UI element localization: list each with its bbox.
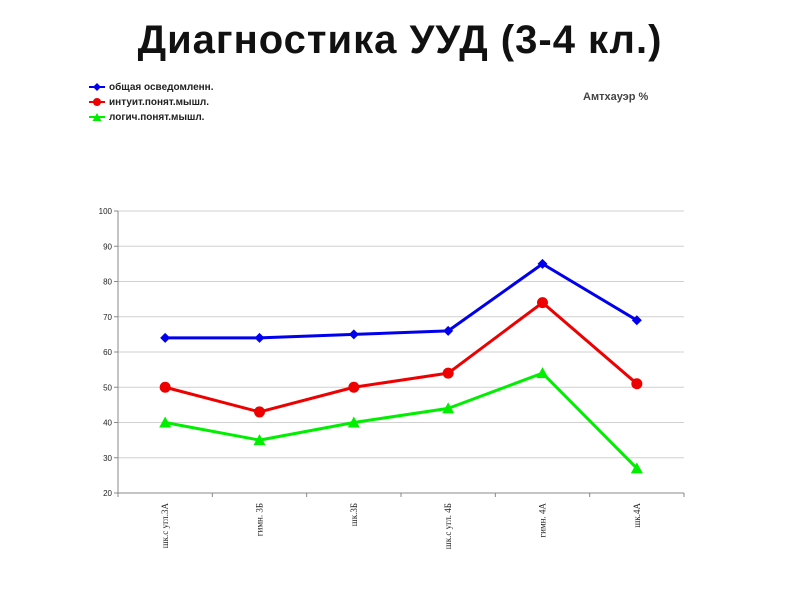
y-tick-label: 80 bbox=[103, 278, 112, 287]
legend-label: общая осведомленн. bbox=[109, 81, 214, 93]
data-point bbox=[254, 406, 265, 418]
chart-title: Амтхауэр % bbox=[583, 91, 649, 103]
data-point bbox=[253, 434, 266, 446]
y-tick-label: 90 bbox=[103, 242, 112, 251]
data-point bbox=[443, 325, 454, 336]
x-tick-label: гимн. 4А bbox=[538, 503, 548, 538]
x-tick-label: шк.3Б bbox=[349, 503, 359, 526]
legend-label: интуит.понят.мышл. bbox=[109, 96, 210, 108]
series-2 bbox=[159, 367, 643, 474]
x-tick-label: гимн. 3Б bbox=[255, 503, 265, 536]
data-point bbox=[537, 297, 548, 309]
y-tick-label: 70 bbox=[103, 313, 112, 322]
x-tick-label: шк.с угл.3А bbox=[160, 503, 170, 549]
series-line bbox=[164, 371, 638, 470]
data-point bbox=[347, 416, 360, 428]
axes bbox=[114, 210, 685, 497]
legend-item-1: интуит.понят.мышл. bbox=[88, 95, 214, 109]
series-1 bbox=[159, 297, 643, 418]
legend-label: логич.понят.мышл. bbox=[109, 111, 205, 123]
data-point bbox=[348, 329, 359, 340]
y-tick-label: 30 bbox=[103, 454, 112, 463]
series-0 bbox=[160, 258, 642, 343]
data-point bbox=[631, 315, 642, 326]
y-tick-label: 50 bbox=[103, 383, 112, 392]
x-tick-label: шк.с угл. 4Б bbox=[443, 503, 453, 549]
x-tick-label: шк.4А bbox=[632, 503, 642, 528]
y-tick-label: 100 bbox=[99, 207, 113, 216]
y-tick-label: 40 bbox=[103, 419, 112, 428]
slide-title: Диагностика УУД (3-4 кл.) bbox=[137, 18, 663, 62]
data-point bbox=[631, 378, 643, 390]
chart-legend: общая осведомленн. интуит.понят.мышл. ло… bbox=[88, 80, 214, 125]
data-point bbox=[159, 416, 172, 428]
data-point bbox=[630, 462, 643, 474]
data-point bbox=[536, 367, 549, 379]
legend-marker-diamond-icon bbox=[89, 83, 105, 91]
data-point bbox=[254, 332, 265, 343]
axis-labels: 20 30 40 50 60 70 80 90 100 шк.с угл.3А гимн. 3Б шк… bbox=[99, 207, 642, 549]
legend-item-2: логич.понят.мышл. bbox=[88, 110, 214, 124]
series-lines bbox=[159, 258, 643, 474]
data-point bbox=[442, 402, 455, 414]
legend-marker-triangle-icon bbox=[89, 113, 105, 121]
series-line bbox=[165, 262, 638, 340]
legend-item-0: общая осведомленн. bbox=[88, 80, 214, 94]
y-tick-label: 60 bbox=[103, 348, 112, 357]
legend-marker-circle-icon bbox=[89, 98, 105, 106]
data-point bbox=[442, 367, 454, 379]
y-tick-label: 20 bbox=[103, 489, 112, 498]
data-point bbox=[159, 381, 171, 393]
data-point bbox=[160, 332, 171, 343]
series-line bbox=[164, 301, 638, 414]
data-point bbox=[348, 381, 360, 393]
data-point bbox=[537, 258, 548, 269]
